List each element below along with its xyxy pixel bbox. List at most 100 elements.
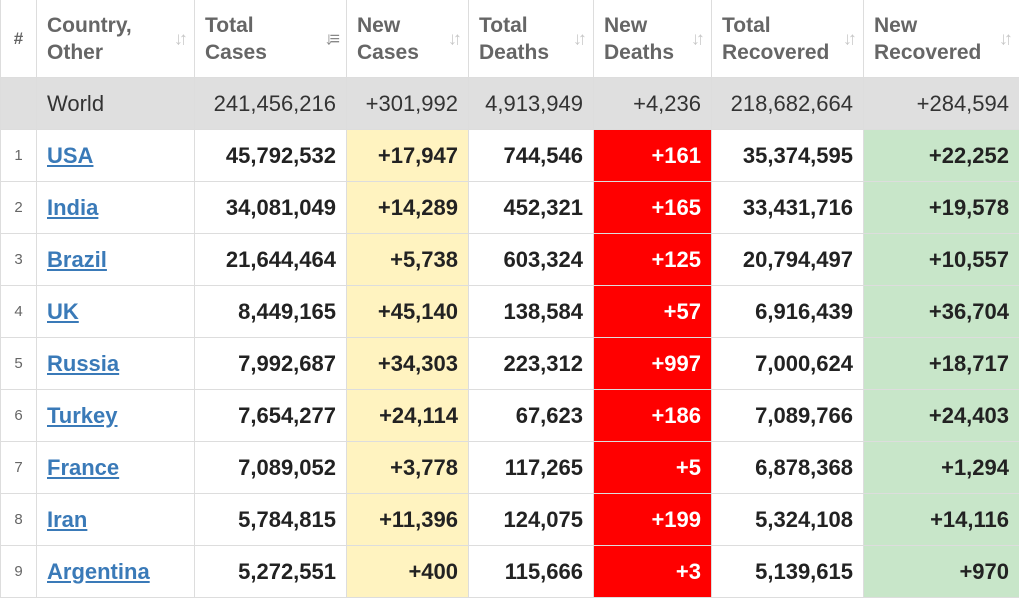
- country-cell: France: [36, 441, 195, 494]
- country-cell: Argentina: [36, 545, 195, 598]
- sort-arrows-icon[interactable]: ↓↑: [999, 28, 1013, 48]
- total-recovered-cell: 6,916,439: [711, 285, 864, 338]
- table-row: 5 Russia 7,992,687 +34,303 223,312 +997 7,000,…: [0, 337, 1019, 390]
- sort-arrows-icon[interactable]: ↓↑: [573, 28, 587, 48]
- country-link[interactable]: France: [47, 454, 120, 480]
- sort-descending-icon[interactable]: ↓≡: [324, 28, 339, 48]
- country-link[interactable]: UK: [47, 298, 79, 324]
- table-row: 4 UK 8,449,165 +45,140 138,584 +57 6,916,439 +3…: [0, 285, 1019, 338]
- column-header-new-cases[interactable]: New Cases ↓↑: [346, 0, 469, 78]
- new-deaths-cell: +125: [593, 233, 712, 286]
- total-cases-cell: 7,992,687: [194, 337, 347, 390]
- new-cases-cell: +14,289: [346, 181, 469, 234]
- sort-arrows-icon[interactable]: ↓↑: [174, 28, 188, 48]
- table-row: 3 Brazil 21,644,464 +5,738 603,324 +125 20,794…: [0, 233, 1019, 286]
- total-recovered-cell: 7,000,624: [711, 337, 864, 390]
- column-header-new-recovered[interactable]: New Recovered ↓↑: [863, 0, 1019, 78]
- country-cell: Turkey: [36, 389, 195, 442]
- column-header-total-recovered[interactable]: Total Recovered ↓↑: [711, 0, 864, 78]
- rank-cell: 8: [0, 493, 37, 546]
- country-link[interactable]: Argentina: [47, 558, 150, 584]
- country-cell: India: [36, 181, 195, 234]
- new-cases-cell: +45,140: [346, 285, 469, 338]
- new-deaths-cell: +3: [593, 545, 712, 598]
- rank-cell: 3: [0, 233, 37, 286]
- new-deaths-cell: +57: [593, 285, 712, 338]
- new-deaths-cell: +161: [593, 129, 712, 182]
- column-header-rank: #: [0, 0, 37, 78]
- total-deaths-cell: 452,321: [468, 181, 594, 234]
- world-new-recovered: +284,594: [863, 77, 1019, 130]
- country-link[interactable]: Russia: [47, 350, 120, 376]
- total-deaths-cell: 744,546: [468, 129, 594, 182]
- column-header-label: Total Cases: [205, 13, 267, 64]
- new-cases-cell: +400: [346, 545, 469, 598]
- table-row: 8 Iran 5,784,815 +11,396 124,075 +199 5,324,10…: [0, 493, 1019, 546]
- total-deaths-cell: 124,075: [468, 493, 594, 546]
- country-link[interactable]: India: [47, 194, 99, 220]
- column-header-label: New Recovered: [874, 13, 982, 64]
- column-header-new-deaths[interactable]: New Deaths ↓↑: [593, 0, 712, 78]
- country-link[interactable]: Iran: [47, 506, 88, 532]
- new-recovered-cell: +18,717: [863, 337, 1019, 390]
- new-deaths-cell: +199: [593, 493, 712, 546]
- world-name: World: [36, 77, 195, 130]
- total-cases-cell: 7,089,052: [194, 441, 347, 494]
- total-deaths-cell: 115,666: [468, 545, 594, 598]
- total-cases-cell: 8,449,165: [194, 285, 347, 338]
- world-total-row: World 241,456,216 +301,992 4,913,949 +4,…: [0, 77, 1019, 130]
- new-deaths-cell: +5: [593, 441, 712, 494]
- world-total-recovered: 218,682,664: [711, 77, 864, 130]
- new-recovered-cell: +19,578: [863, 181, 1019, 234]
- country-cell: Russia: [36, 337, 195, 390]
- world-total-deaths: 4,913,949: [468, 77, 594, 130]
- country-cell: USA: [36, 129, 195, 182]
- country-link[interactable]: USA: [47, 142, 94, 168]
- total-recovered-cell: 7,089,766: [711, 389, 864, 442]
- new-cases-cell: +5,738: [346, 233, 469, 286]
- new-recovered-cell: +24,403: [863, 389, 1019, 442]
- column-header-label: Country, Other: [47, 13, 132, 64]
- sort-arrows-icon[interactable]: ↓↑: [448, 28, 462, 48]
- rank-cell: 6: [0, 389, 37, 442]
- sort-arrows-icon[interactable]: ↓↑: [691, 28, 705, 48]
- total-deaths-cell: 117,265: [468, 441, 594, 494]
- column-header-label: New Deaths: [604, 13, 675, 64]
- country-cell: Brazil: [36, 233, 195, 286]
- new-deaths-cell: +997: [593, 337, 712, 390]
- world-new-cases: +301,992: [346, 77, 469, 130]
- column-header-label: Total Deaths: [479, 13, 550, 64]
- total-cases-cell: 7,654,277: [194, 389, 347, 442]
- world-new-deaths: +4,236: [593, 77, 712, 130]
- table-row: 1 USA 45,792,532 +17,947 744,546 +161 35,374,5…: [0, 129, 1019, 182]
- total-deaths-cell: 138,584: [468, 285, 594, 338]
- total-cases-cell: 5,272,551: [194, 545, 347, 598]
- new-recovered-cell: +36,704: [863, 285, 1019, 338]
- column-header-total-cases[interactable]: Total Cases ↓≡: [194, 0, 347, 78]
- total-recovered-cell: 6,878,368: [711, 441, 864, 494]
- column-header-country[interactable]: Country, Other ↓↑: [36, 0, 195, 78]
- column-header-total-deaths[interactable]: Total Deaths ↓↑: [468, 0, 594, 78]
- total-deaths-cell: 603,324: [468, 233, 594, 286]
- table-row: 9 Argentina 5,272,551 +400 115,666 +3 5,139,61…: [0, 545, 1019, 598]
- total-recovered-cell: 35,374,595: [711, 129, 864, 182]
- new-recovered-cell: +10,557: [863, 233, 1019, 286]
- total-recovered-cell: 5,139,615: [711, 545, 864, 598]
- rank-cell: 9: [0, 545, 37, 598]
- new-cases-cell: +24,114: [346, 389, 469, 442]
- new-recovered-cell: +22,252: [863, 129, 1019, 182]
- table-row: 6 Turkey 7,654,277 +24,114 67,623 +186 7,089,7…: [0, 389, 1019, 442]
- column-header-label: New Cases: [357, 13, 419, 64]
- new-cases-cell: +34,303: [346, 337, 469, 390]
- new-recovered-cell: +970: [863, 545, 1019, 598]
- total-cases-cell: 5,784,815: [194, 493, 347, 546]
- country-link[interactable]: Brazil: [47, 246, 107, 272]
- country-link[interactable]: Turkey: [47, 402, 118, 428]
- new-recovered-cell: +1,294: [863, 441, 1019, 494]
- rank-cell: 7: [0, 441, 37, 494]
- new-cases-cell: +3,778: [346, 441, 469, 494]
- new-deaths-cell: +165: [593, 181, 712, 234]
- sort-arrows-icon[interactable]: ↓↑: [843, 28, 857, 48]
- total-deaths-cell: 223,312: [468, 337, 594, 390]
- total-recovered-cell: 33,431,716: [711, 181, 864, 234]
